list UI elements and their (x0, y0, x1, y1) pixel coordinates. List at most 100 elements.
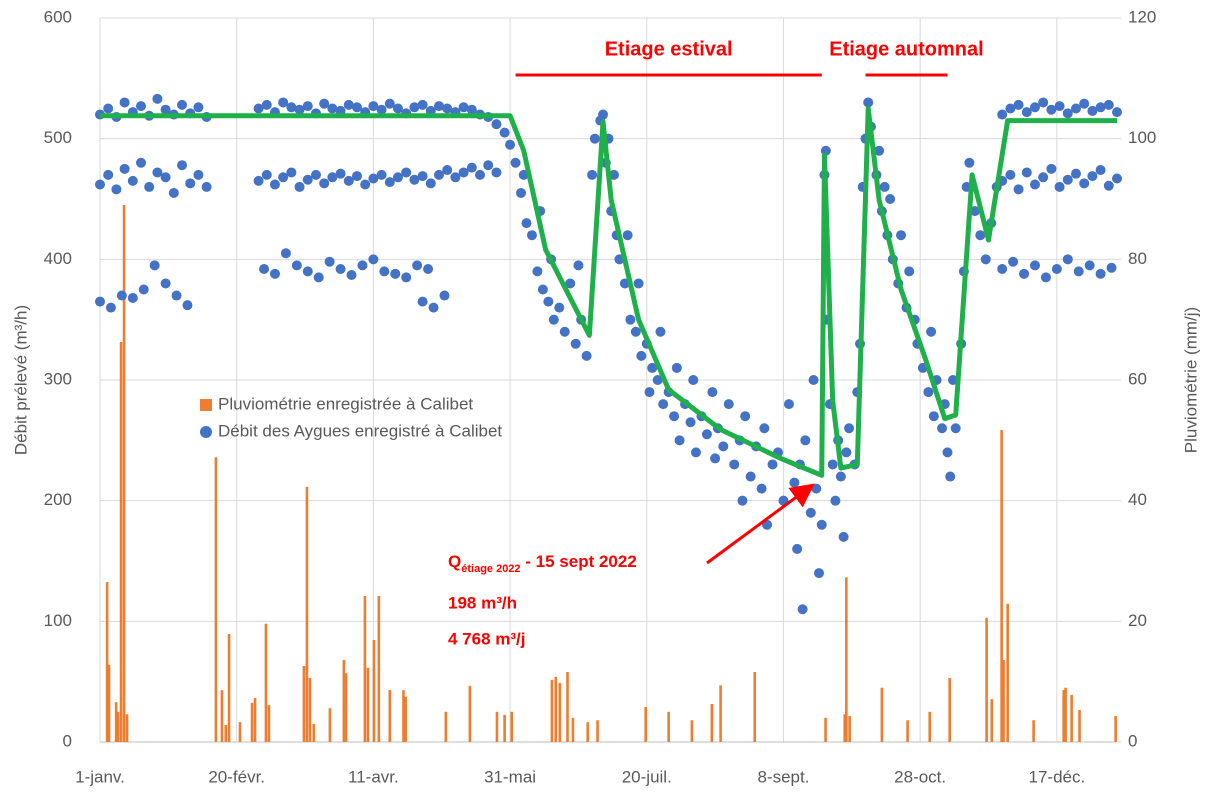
dot (1005, 169, 1016, 180)
dot (351, 171, 362, 182)
dot (269, 179, 280, 190)
bar (119, 341, 123, 742)
dot (261, 99, 272, 110)
dot (286, 102, 297, 113)
dot (1046, 104, 1057, 115)
dot (280, 248, 291, 259)
dot (384, 98, 395, 109)
dot (797, 604, 808, 615)
y-tick-label: 200 (44, 490, 72, 509)
x-tick-label: 20-févr. (208, 767, 265, 786)
dot (475, 169, 486, 180)
bar (253, 697, 257, 742)
dot (1073, 266, 1084, 277)
bar (1006, 603, 1009, 742)
dot (573, 260, 584, 271)
dot (168, 187, 179, 198)
dot (442, 103, 453, 114)
dot (392, 103, 403, 114)
grid (99, 17, 1121, 743)
dot (710, 453, 721, 464)
dot (434, 101, 444, 112)
dot (384, 177, 395, 188)
bar (843, 714, 847, 742)
dot (379, 266, 390, 277)
dot (390, 268, 401, 279)
dot (119, 163, 130, 174)
dot (945, 471, 956, 482)
y-axis-title: Débit prélevé (m³/h) (11, 305, 30, 455)
dot (1019, 268, 1030, 279)
dot (980, 254, 991, 265)
bar (328, 708, 332, 742)
dot (116, 290, 127, 301)
bar (312, 723, 316, 742)
dot (152, 93, 163, 104)
x-tick-label: 8-sept. (757, 767, 809, 786)
line (100, 106, 1117, 478)
dot (324, 256, 335, 267)
dot (1005, 103, 1016, 114)
bar (444, 711, 448, 742)
dot (269, 268, 280, 279)
dot (144, 181, 155, 192)
bars (105, 205, 1117, 743)
dot (335, 168, 346, 179)
x-tick-label: 11-avr. (348, 767, 399, 786)
dot (310, 169, 321, 180)
dot (409, 102, 420, 113)
dot (95, 296, 105, 307)
dot (789, 477, 800, 488)
y2-tick-label: 40 (1128, 490, 1147, 509)
bar (1000, 430, 1003, 742)
dot (368, 173, 379, 184)
dot (652, 375, 663, 385)
dot (1070, 103, 1081, 114)
bar (1062, 690, 1065, 742)
dot (718, 441, 729, 452)
y-tick-label: 600 (44, 7, 72, 26)
dot (376, 169, 387, 180)
dot (193, 102, 204, 113)
dot (969, 206, 980, 217)
dot (302, 101, 313, 112)
bar (1032, 720, 1035, 742)
bar (586, 722, 590, 742)
dot (1084, 260, 1095, 271)
dot (357, 260, 368, 271)
bar (122, 205, 126, 743)
dot (343, 175, 354, 186)
dot (458, 167, 469, 178)
bar (305, 486, 309, 742)
dot (442, 165, 453, 176)
bar (224, 725, 228, 742)
dot (171, 290, 182, 301)
dot (1112, 173, 1122, 184)
bar (710, 703, 714, 742)
dot (491, 119, 502, 130)
dot (1103, 180, 1114, 191)
y2-tick-label: 80 (1128, 249, 1147, 268)
dot (103, 169, 114, 180)
dot (874, 145, 885, 156)
dot (351, 102, 362, 113)
dot (160, 104, 171, 115)
dot (327, 103, 338, 114)
dot (313, 272, 324, 283)
dot (1106, 262, 1117, 273)
dot (885, 194, 896, 204)
bar (948, 678, 951, 742)
dot (516, 187, 527, 198)
dot (644, 387, 655, 398)
note-hourly: 198 m³/h (448, 593, 517, 612)
dot (423, 263, 434, 274)
x-tick-label: 31-mai (484, 767, 536, 786)
dot (942, 447, 953, 458)
dot (1062, 174, 1073, 185)
dot (688, 375, 699, 385)
dot (1013, 184, 1024, 195)
y-tick-label: 0 (63, 731, 72, 750)
bar (906, 720, 909, 742)
bar (845, 577, 848, 742)
